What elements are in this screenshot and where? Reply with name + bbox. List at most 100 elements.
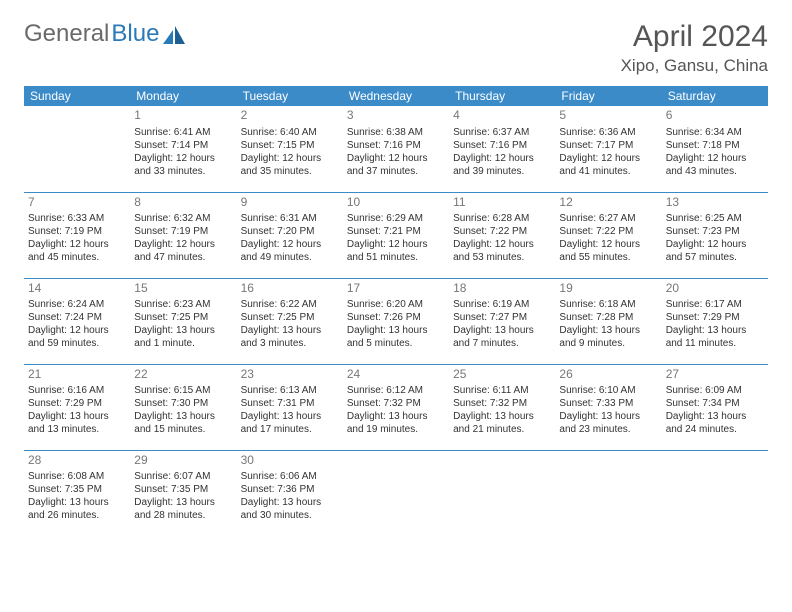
day-info-line: and 35 minutes.	[241, 165, 339, 178]
calendar-cell: 14Sunrise: 6:24 AMSunset: 7:24 PMDayligh…	[24, 278, 130, 364]
calendar-cell: 3Sunrise: 6:38 AMSunset: 7:16 PMDaylight…	[343, 106, 449, 192]
day-info-line: Sunset: 7:21 PM	[347, 225, 445, 238]
day-info-line: Sunrise: 6:16 AM	[28, 384, 126, 397]
day-number: 6	[666, 108, 764, 124]
day-info-line: Daylight: 12 hours	[453, 238, 551, 251]
calendar-cell: 26Sunrise: 6:10 AMSunset: 7:33 PMDayligh…	[555, 364, 661, 450]
day-info-line: Sunrise: 6:22 AM	[241, 298, 339, 311]
day-number: 16	[241, 281, 339, 297]
title-block: April 2024 Xipo, Gansu, China	[621, 20, 768, 76]
month-title: April 2024	[621, 20, 768, 54]
day-info-line: and 5 minutes.	[347, 337, 445, 350]
calendar-cell: 21Sunrise: 6:16 AMSunset: 7:29 PMDayligh…	[24, 364, 130, 450]
day-info-line: Daylight: 12 hours	[559, 238, 657, 251]
day-info-line: Sunset: 7:23 PM	[666, 225, 764, 238]
day-info-line: Daylight: 13 hours	[134, 410, 232, 423]
day-number: 30	[241, 453, 339, 469]
day-info-line: Sunset: 7:33 PM	[559, 397, 657, 410]
day-info-line: Sunset: 7:18 PM	[666, 139, 764, 152]
calendar-cell: 15Sunrise: 6:23 AMSunset: 7:25 PMDayligh…	[130, 278, 236, 364]
day-number: 20	[666, 281, 764, 297]
day-number: 12	[559, 195, 657, 211]
calendar-cell: 1Sunrise: 6:41 AMSunset: 7:14 PMDaylight…	[130, 106, 236, 192]
day-info-line: Sunset: 7:14 PM	[134, 139, 232, 152]
day-info-line: and 30 minutes.	[241, 509, 339, 522]
day-info-line: and 51 minutes.	[347, 251, 445, 264]
day-info-line: and 3 minutes.	[241, 337, 339, 350]
day-info-line: Daylight: 13 hours	[347, 410, 445, 423]
day-info-line: and 15 minutes.	[134, 423, 232, 436]
day-info-line: and 26 minutes.	[28, 509, 126, 522]
calendar-body: 1 Sunrise: 6:41 AMSunset: 7:14 PM Daylight…	[24, 106, 768, 536]
day-number: 11	[453, 195, 551, 211]
day-number: 1	[134, 108, 232, 124]
day-info-line: Daylight: 13 hours	[666, 410, 764, 423]
day-info-line: Daylight: 12 hours	[453, 152, 551, 165]
day-info-line: Daylight: 13 hours	[28, 496, 126, 509]
day-info-line: Sunset: 7:29 PM	[666, 311, 764, 324]
day-info-line: Sunrise: 6:07 AM	[134, 470, 232, 483]
day-info-line: Sunrise: 6:29 AM	[347, 212, 445, 225]
day-info-line: Sunrise: 6:40 AM	[241, 126, 339, 139]
weekday-header: Friday	[555, 86, 661, 106]
weekday-header: Wednesday	[343, 86, 449, 106]
day-number: 29	[134, 453, 232, 469]
day-info-line: and 37 minutes.	[347, 165, 445, 178]
day-info-line: Sunset: 7:35 PM	[134, 483, 232, 496]
day-number: 22	[134, 367, 232, 383]
day-info-line: Sunrise: 6:34 AM	[666, 126, 764, 139]
logo: GeneralBlue	[24, 20, 185, 48]
day-info-line: Sunset: 7:30 PM	[134, 397, 232, 410]
day-info-line: and 23 minutes.	[559, 423, 657, 436]
calendar-cell: 4Sunrise: 6:37 AMSunset: 7:16 PMDaylight…	[449, 106, 555, 192]
calendar-cell: 29Sunrise: 6:07 AMSunset: 7:35 PMDayligh…	[130, 450, 236, 536]
calendar-cell	[24, 106, 130, 192]
day-info-line: Daylight: 13 hours	[347, 324, 445, 337]
day-number: 14	[28, 281, 126, 297]
calendar-cell: 23Sunrise: 6:13 AMSunset: 7:31 PMDayligh…	[237, 364, 343, 450]
day-info-line: Daylight: 13 hours	[241, 324, 339, 337]
day-info-line: Daylight: 13 hours	[559, 410, 657, 423]
calendar-cell: 11Sunrise: 6:28 AMSunset: 7:22 PMDayligh…	[449, 192, 555, 278]
day-info-line: Sunrise: 6:08 AM	[28, 470, 126, 483]
calendar-cell: 19Sunrise: 6:18 AMSunset: 7:28 PMDayligh…	[555, 278, 661, 364]
day-info-line: Sunrise: 6:37 AM	[453, 126, 551, 139]
day-info-line: Daylight: 12 hours	[241, 238, 339, 251]
day-info-line: and 41 minutes.	[559, 165, 657, 178]
day-info-line: Daylight: 13 hours	[134, 324, 232, 337]
calendar-row: 7Sunrise: 6:33 AMSunset: 7:19 PMDaylight…	[24, 192, 768, 278]
weekday-header: Sunday	[24, 86, 130, 106]
calendar-head: SundayMondayTuesdayWednesdayThursdayFrid…	[24, 86, 768, 106]
calendar-cell: 18Sunrise: 6:19 AMSunset: 7:27 PMDayligh…	[449, 278, 555, 364]
day-number: 4	[453, 108, 551, 124]
day-info-line: Daylight: 12 hours	[28, 324, 126, 337]
day-info-line: Sunset: 7:16 PM	[347, 139, 445, 152]
day-info-line: Sunrise: 6:23 AM	[134, 298, 232, 311]
day-info-line: and 19 minutes.	[347, 423, 445, 436]
day-info-line: Sunrise: 6:31 AM	[241, 212, 339, 225]
calendar-cell: 16Sunrise: 6:22 AMSunset: 7:25 PMDayligh…	[237, 278, 343, 364]
day-info-line: Sunrise: 6:24 AM	[28, 298, 126, 311]
weekday-header: Thursday	[449, 86, 555, 106]
day-number: 10	[347, 195, 445, 211]
calendar-cell: 27Sunrise: 6:09 AMSunset: 7:34 PMDayligh…	[662, 364, 768, 450]
day-info-line: and 39 minutes.	[453, 165, 551, 178]
calendar-cell: 25Sunrise: 6:11 AMSunset: 7:32 PMDayligh…	[449, 364, 555, 450]
day-info-line: and 9 minutes.	[559, 337, 657, 350]
day-info-line: Daylight: 12 hours	[347, 238, 445, 251]
calendar-cell: 13Sunrise: 6:25 AMSunset: 7:23 PMDayligh…	[662, 192, 768, 278]
day-info-line: and 55 minutes.	[559, 251, 657, 264]
day-info-line: Sunset: 7:35 PM	[28, 483, 126, 496]
day-info-line: Sunset: 7:25 PM	[134, 311, 232, 324]
day-info-line: Sunrise: 6:41 AM	[134, 126, 232, 139]
calendar-row: 21Sunrise: 6:16 AMSunset: 7:29 PMDayligh…	[24, 364, 768, 450]
calendar-cell: 9Sunrise: 6:31 AMSunset: 7:20 PMDaylight…	[237, 192, 343, 278]
day-info-line: Sunset: 7:32 PM	[453, 397, 551, 410]
calendar-cell: 12Sunrise: 6:27 AMSunset: 7:22 PMDayligh…	[555, 192, 661, 278]
calendar-cell: 5Sunrise: 6:36 AMSunset: 7:17 PMDaylight…	[555, 106, 661, 192]
day-number: 21	[28, 367, 126, 383]
day-info-line: and 17 minutes.	[241, 423, 339, 436]
calendar-cell: 30Sunrise: 6:06 AMSunset: 7:36 PMDayligh…	[237, 450, 343, 536]
day-info-line: Sunrise: 6:25 AM	[666, 212, 764, 225]
day-info-line: Sunset: 7:25 PM	[241, 311, 339, 324]
